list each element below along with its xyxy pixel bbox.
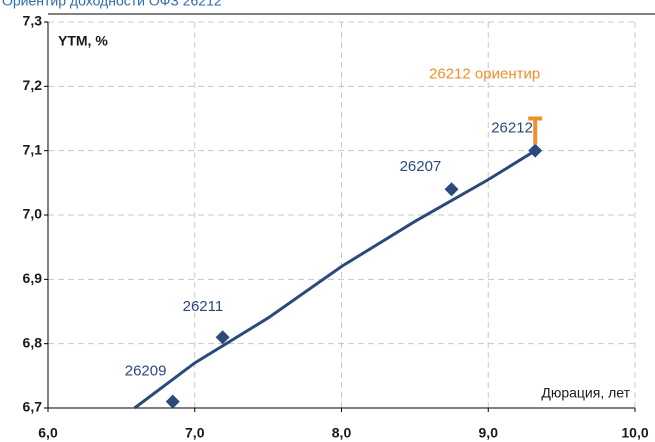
- x-tick-label: 6,0: [38, 425, 58, 441]
- x-tick-label: 7,0: [185, 425, 205, 441]
- x-tick-label: 9,0: [479, 425, 499, 441]
- point-label: 26207: [400, 158, 442, 175]
- point-label: 26211: [183, 298, 224, 315]
- y-tick-label: 7,0: [23, 206, 43, 222]
- y-tick-label: 6,7: [23, 399, 43, 415]
- x-tick-label: 10,0: [621, 425, 648, 441]
- chart-title: Ориентир доходности ОФЗ 26212: [2, 0, 222, 9]
- y-tick-label: 6,9: [23, 270, 43, 286]
- point-label: 26212: [491, 120, 533, 137]
- y-tick-label: 7,1: [23, 141, 43, 157]
- y-tick-label: 6,8: [23, 334, 43, 350]
- x-axis-title: Дюрация, лет: [541, 385, 630, 401]
- y-tick-label: 7,3: [23, 13, 43, 29]
- target-label: 26212 ориентир: [429, 65, 540, 82]
- point: [528, 143, 543, 158]
- point: [215, 330, 230, 345]
- point: [165, 394, 180, 409]
- fit-line: [133, 149, 536, 410]
- point: [444, 182, 459, 197]
- y-tick-label: 7,2: [23, 77, 43, 93]
- y-axis-title: YTM, %: [58, 33, 108, 49]
- point-label: 26209: [125, 363, 167, 380]
- target-marker: [528, 116, 543, 145]
- x-tick-label: 8,0: [332, 425, 352, 441]
